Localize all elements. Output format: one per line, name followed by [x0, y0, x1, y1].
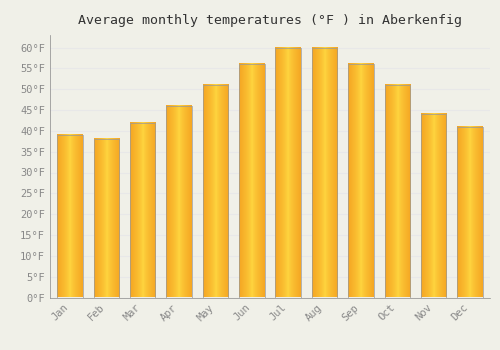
Bar: [276, 48, 301, 298]
Bar: [421, 114, 446, 298]
Bar: [202, 85, 228, 298]
Bar: [166, 106, 192, 298]
Bar: [312, 48, 338, 298]
Title: Average monthly temperatures (°F ) in Aberkenfig: Average monthly temperatures (°F ) in Ab…: [78, 14, 462, 27]
Bar: [384, 85, 410, 298]
Bar: [348, 64, 374, 298]
Bar: [239, 64, 264, 298]
Bar: [58, 135, 82, 298]
Bar: [130, 122, 156, 298]
Bar: [458, 127, 482, 298]
Bar: [94, 139, 119, 298]
